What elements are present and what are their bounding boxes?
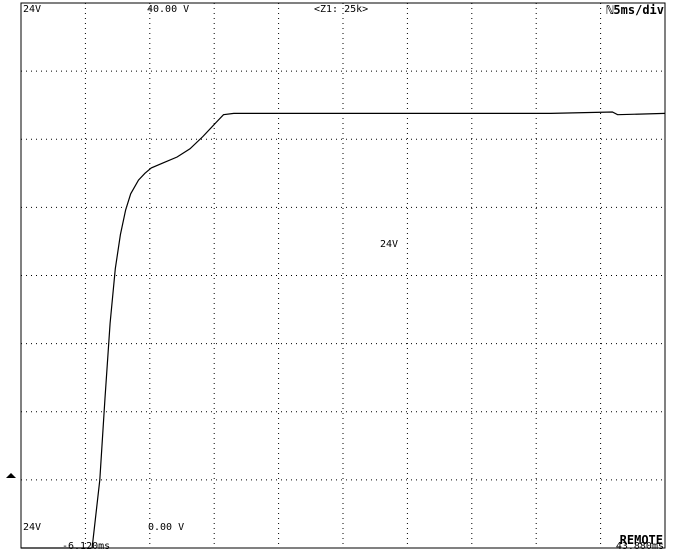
remote-indicator: REMOTE: [620, 533, 663, 547]
range-bottom-label: 0.00 V: [148, 522, 184, 533]
plot-grid: [21, 3, 665, 548]
trace-label: 24V: [380, 239, 398, 250]
voltage-trace: [21, 111, 666, 549]
plot-frame: [20, 2, 666, 549]
channel-label-top: 24V: [23, 4, 41, 15]
zoom-indicator: <Z1: 25k>: [314, 4, 368, 15]
channel-label-bottom: 24V: [23, 522, 41, 533]
time-end-label: 43.880ms: [616, 541, 664, 552]
range-top-label: 40.00 V: [147, 4, 189, 15]
time-start-label: -6.120ms: [62, 541, 110, 552]
trigger-marker-icon: [6, 473, 16, 478]
timebase-indicator: ℕ5ms/div: [606, 3, 664, 17]
